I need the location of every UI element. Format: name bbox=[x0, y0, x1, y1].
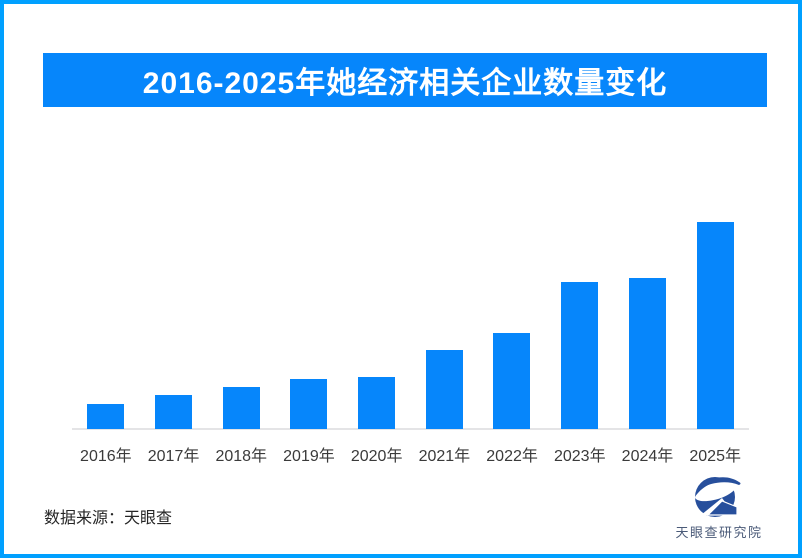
bar-2023年 bbox=[561, 282, 599, 429]
x-tick-label: 2020年 bbox=[350, 448, 403, 465]
tianyancha-logo-label: 天眼查研究院 bbox=[675, 525, 763, 540]
x-tick-label: 2021年 bbox=[418, 448, 471, 465]
x-tick-label: 2025年 bbox=[689, 448, 741, 465]
x-tick-label: 2019年 bbox=[283, 448, 335, 465]
chart-title: 2016-2025年她经济相关企业数量变化 bbox=[142, 67, 668, 100]
bar-group bbox=[72, 222, 749, 429]
x-axis-labels: 2016年 2017年 2018年 2019年 2020年 2021年 2022年 2023年… bbox=[72, 442, 749, 466]
bar-2020年 bbox=[358, 377, 396, 429]
bar-2025年 bbox=[696, 222, 734, 429]
bar-2021年 bbox=[425, 350, 463, 429]
chart-title-banner: 2016-2025年她经济相关企业数量变化 bbox=[43, 53, 767, 107]
bar-2018年 bbox=[222, 387, 260, 429]
x-axis-line bbox=[72, 428, 749, 430]
bar-2019年 bbox=[290, 379, 328, 429]
x-tick-label: 2023年 bbox=[553, 448, 606, 465]
data-source-label: 数据来源：天眼查 bbox=[44, 510, 173, 527]
x-tick-label: 2024年 bbox=[621, 448, 674, 465]
x-tick-label: 2016年 bbox=[80, 448, 132, 465]
bar-2017年 bbox=[155, 395, 193, 429]
bar-2016年 bbox=[87, 404, 125, 429]
x-tick-label: 2017年 bbox=[147, 448, 200, 465]
bar-2024年 bbox=[628, 278, 666, 429]
x-tick-label: 2018年 bbox=[215, 448, 268, 465]
tianyancha-logo: 天眼查研究院 bbox=[664, 474, 774, 541]
bar-2022年 bbox=[493, 333, 531, 429]
tianyancha-eagle-icon bbox=[695, 477, 741, 517]
x-tick-label: 2022年 bbox=[486, 448, 538, 465]
